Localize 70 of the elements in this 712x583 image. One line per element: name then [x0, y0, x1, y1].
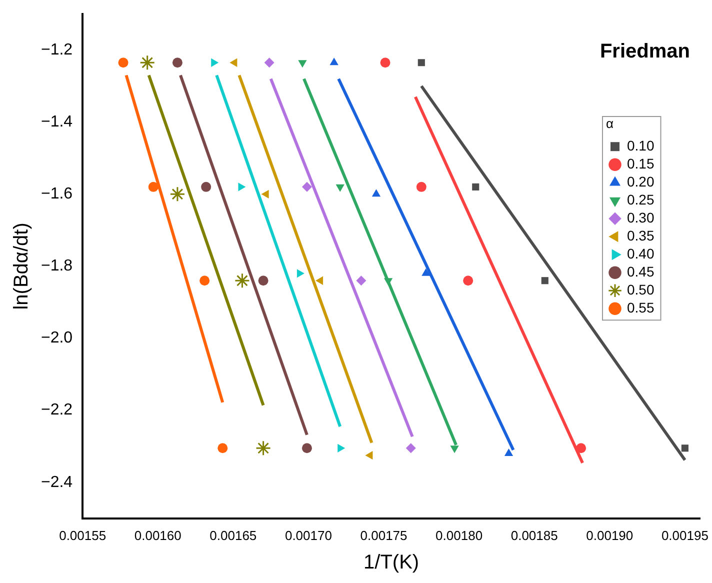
- legend-label: 0.55: [627, 299, 654, 316]
- y-tick-label: −1.6: [40, 186, 73, 203]
- point: [148, 182, 158, 192]
- point: [338, 444, 346, 452]
- legend-label: 0.40: [627, 245, 654, 262]
- point: [380, 58, 390, 68]
- point: [681, 444, 688, 452]
- point: [416, 182, 426, 192]
- point: [418, 59, 425, 66]
- point: [576, 443, 586, 454]
- point: [316, 276, 324, 285]
- point: [463, 276, 474, 286]
- legend-label: 0.30: [627, 209, 654, 226]
- legend-label: 0.25: [627, 191, 654, 208]
- point: [258, 276, 268, 286]
- point: [264, 58, 274, 68]
- y-tick-label: −1.4: [40, 113, 73, 130]
- x-axis-title: 1/T(K): [364, 552, 420, 574]
- point: [172, 58, 182, 68]
- point: [372, 189, 381, 197]
- point: [384, 278, 393, 286]
- point: [336, 184, 344, 192]
- legend-label: 0.35: [627, 227, 654, 244]
- point: [330, 58, 338, 66]
- point: [201, 182, 212, 192]
- y-tick-label: −1.8: [40, 258, 73, 275]
- point: [406, 443, 416, 454]
- x-tick-label: 0.00195: [661, 528, 708, 543]
- legend-title: α: [606, 116, 614, 132]
- point: [541, 277, 548, 284]
- legend-label: 0.15: [627, 155, 654, 172]
- legend-label: 0.10: [627, 137, 654, 154]
- point: [211, 58, 219, 67]
- point: [422, 268, 430, 276]
- y-tick-label: −2.4: [40, 474, 73, 491]
- x-tick-label: 0.00170: [284, 528, 332, 543]
- point: [298, 60, 307, 68]
- y-tick-label: −2.0: [40, 330, 73, 347]
- x-tick-label: 0.00180: [436, 528, 483, 543]
- point: [261, 190, 269, 198]
- point: [234, 272, 250, 288]
- point: [504, 448, 514, 456]
- x-tick-label: 0.00165: [210, 528, 257, 543]
- point: [170, 186, 186, 202]
- point: [365, 451, 373, 460]
- point: [256, 440, 272, 456]
- x-tick-label: 0.00160: [134, 528, 182, 543]
- point: [140, 54, 156, 70]
- point: [356, 276, 366, 286]
- point: [218, 443, 228, 454]
- y-tick-label: −1.2: [40, 41, 73, 58]
- point: [296, 269, 304, 278]
- point: [230, 58, 238, 67]
- legend-label: 0.20: [627, 173, 654, 190]
- point: [450, 446, 459, 454]
- point: [200, 276, 210, 286]
- legend-label: 0.50: [627, 281, 654, 298]
- y-axis-title: ln(Bdα/dt): [10, 222, 33, 310]
- legend-label: 0.45: [627, 263, 654, 280]
- point: [472, 183, 480, 190]
- x-tick-label: 0.00155: [59, 528, 106, 543]
- x-tick-label: 0.00190: [586, 528, 634, 543]
- point: [302, 182, 312, 192]
- x-tick-label: 0.00185: [510, 528, 558, 543]
- point: [238, 182, 246, 192]
- point: [118, 58, 128, 68]
- x-tick-label: 0.00175: [360, 528, 408, 543]
- annotation: Friedman: [600, 40, 690, 63]
- point: [302, 443, 312, 454]
- y-tick-label: −2.2: [40, 402, 73, 419]
